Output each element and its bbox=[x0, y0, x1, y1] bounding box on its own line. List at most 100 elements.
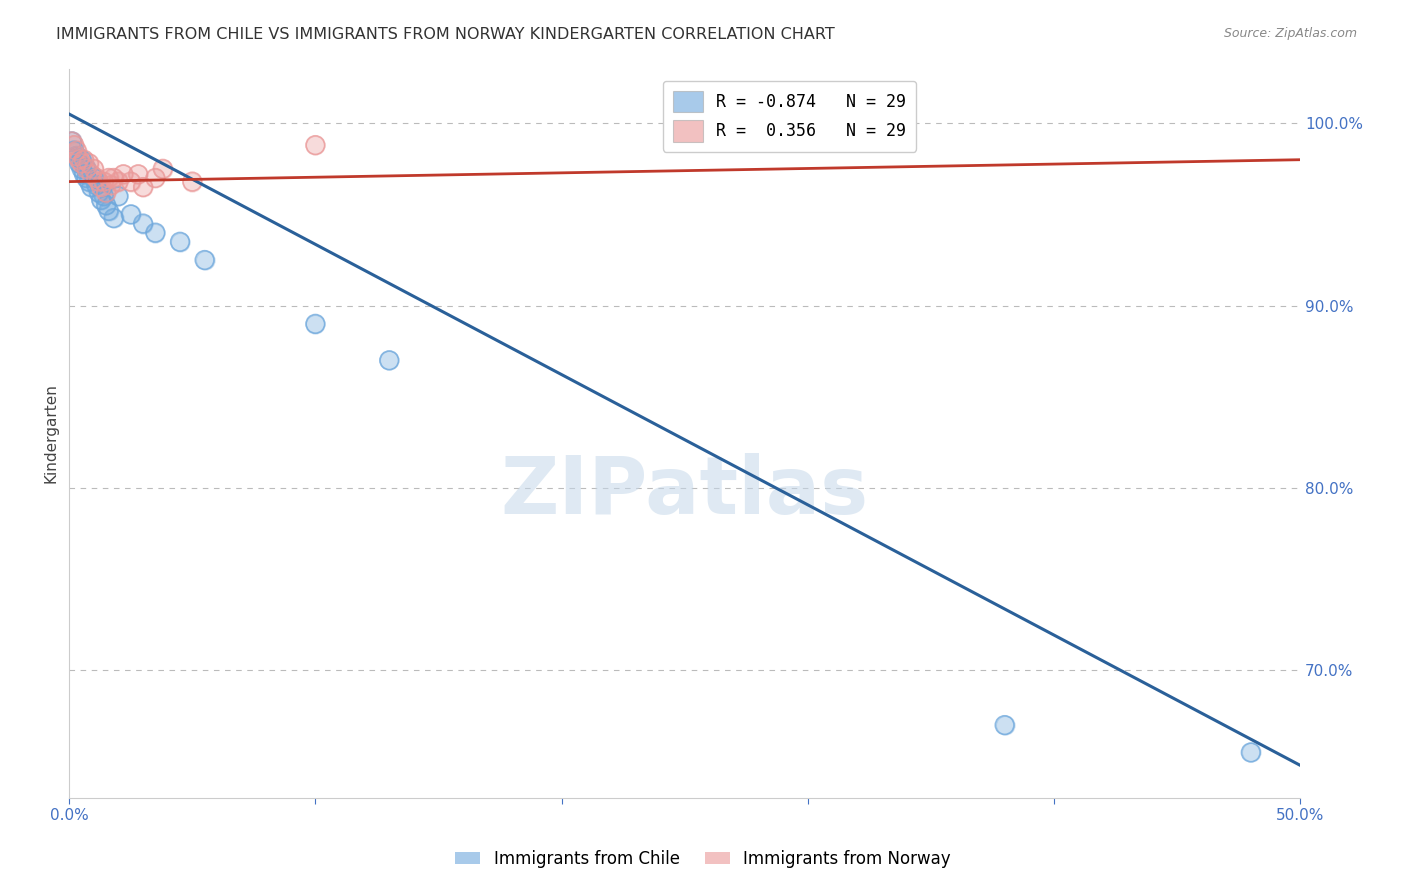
Text: Source: ZipAtlas.com: Source: ZipAtlas.com bbox=[1223, 27, 1357, 40]
Point bbox=[103, 170, 125, 185]
Point bbox=[103, 170, 125, 185]
Point bbox=[60, 135, 83, 149]
Point bbox=[93, 175, 115, 189]
Point bbox=[63, 138, 86, 153]
Point bbox=[90, 193, 112, 207]
Point bbox=[145, 170, 167, 185]
Point bbox=[70, 161, 93, 176]
Point bbox=[181, 175, 204, 189]
Point bbox=[994, 718, 1017, 732]
Point bbox=[93, 189, 115, 203]
Legend: Immigrants from Chile, Immigrants from Norway: Immigrants from Chile, Immigrants from N… bbox=[449, 844, 957, 875]
Point bbox=[70, 156, 93, 170]
Point bbox=[97, 170, 120, 185]
Point bbox=[84, 178, 107, 193]
Point bbox=[65, 149, 87, 163]
Point bbox=[75, 161, 97, 176]
Point bbox=[63, 144, 86, 158]
Point bbox=[132, 217, 155, 231]
Point bbox=[67, 153, 90, 167]
Point bbox=[120, 207, 142, 221]
Point bbox=[107, 175, 129, 189]
Point bbox=[87, 186, 110, 200]
Point bbox=[100, 178, 122, 193]
Point bbox=[65, 144, 87, 158]
Point bbox=[107, 189, 129, 203]
Point bbox=[75, 170, 97, 185]
Point bbox=[67, 156, 90, 170]
Point bbox=[70, 156, 93, 170]
Point bbox=[90, 180, 112, 194]
Point bbox=[83, 170, 105, 185]
Point bbox=[70, 161, 93, 176]
Point bbox=[77, 175, 100, 189]
Point bbox=[63, 144, 86, 158]
Point bbox=[100, 178, 122, 193]
Point bbox=[112, 167, 135, 181]
Point bbox=[304, 138, 326, 153]
Point bbox=[194, 253, 217, 268]
Point bbox=[1240, 746, 1263, 760]
Point bbox=[96, 186, 118, 200]
Point bbox=[60, 135, 83, 149]
Point bbox=[194, 253, 217, 268]
Point bbox=[96, 198, 118, 212]
Point bbox=[112, 167, 135, 181]
Point bbox=[132, 217, 155, 231]
Point bbox=[93, 189, 115, 203]
Point bbox=[83, 161, 105, 176]
Point bbox=[169, 235, 191, 249]
Point bbox=[84, 170, 107, 185]
Point bbox=[80, 167, 103, 181]
Point bbox=[845, 135, 868, 149]
Point bbox=[63, 138, 86, 153]
Point bbox=[120, 175, 142, 189]
Point bbox=[73, 153, 96, 167]
Text: IMMIGRANTS FROM CHILE VS IMMIGRANTS FROM NORWAY KINDERGARTEN CORRELATION CHART: IMMIGRANTS FROM CHILE VS IMMIGRANTS FROM… bbox=[56, 27, 835, 42]
Point bbox=[80, 167, 103, 181]
Point bbox=[65, 149, 87, 163]
Point bbox=[84, 178, 107, 193]
Point bbox=[181, 175, 204, 189]
Point bbox=[90, 193, 112, 207]
Point bbox=[65, 144, 87, 158]
Point bbox=[97, 203, 120, 218]
Point bbox=[96, 186, 118, 200]
Point bbox=[120, 207, 142, 221]
Text: ZIPatlas: ZIPatlas bbox=[501, 452, 869, 531]
Point bbox=[67, 156, 90, 170]
Point bbox=[75, 161, 97, 176]
Point bbox=[77, 156, 100, 170]
Point bbox=[152, 161, 174, 176]
Point bbox=[75, 161, 97, 176]
Point bbox=[75, 170, 97, 185]
Point bbox=[73, 153, 96, 167]
Point bbox=[65, 149, 87, 163]
Point bbox=[96, 198, 118, 212]
Y-axis label: Kindergarten: Kindergarten bbox=[44, 384, 58, 483]
Point bbox=[70, 153, 93, 167]
Point bbox=[70, 153, 93, 167]
Point bbox=[107, 189, 129, 203]
Point bbox=[132, 180, 155, 194]
Point bbox=[127, 167, 149, 181]
Point bbox=[378, 353, 401, 368]
Point bbox=[97, 170, 120, 185]
Point bbox=[127, 167, 149, 181]
Point bbox=[378, 353, 401, 368]
Point bbox=[80, 180, 103, 194]
Point bbox=[93, 175, 115, 189]
Point bbox=[169, 235, 191, 249]
Point bbox=[87, 175, 110, 189]
Point bbox=[304, 317, 326, 331]
Point bbox=[60, 135, 83, 149]
Point bbox=[103, 211, 125, 225]
Point bbox=[1240, 746, 1263, 760]
Point bbox=[304, 138, 326, 153]
Point bbox=[90, 180, 112, 194]
Point bbox=[107, 175, 129, 189]
Point bbox=[97, 203, 120, 218]
Legend: R = -0.874   N = 29, R =  0.356   N = 29: R = -0.874 N = 29, R = 0.356 N = 29 bbox=[664, 80, 917, 152]
Point bbox=[84, 170, 107, 185]
Point bbox=[994, 718, 1017, 732]
